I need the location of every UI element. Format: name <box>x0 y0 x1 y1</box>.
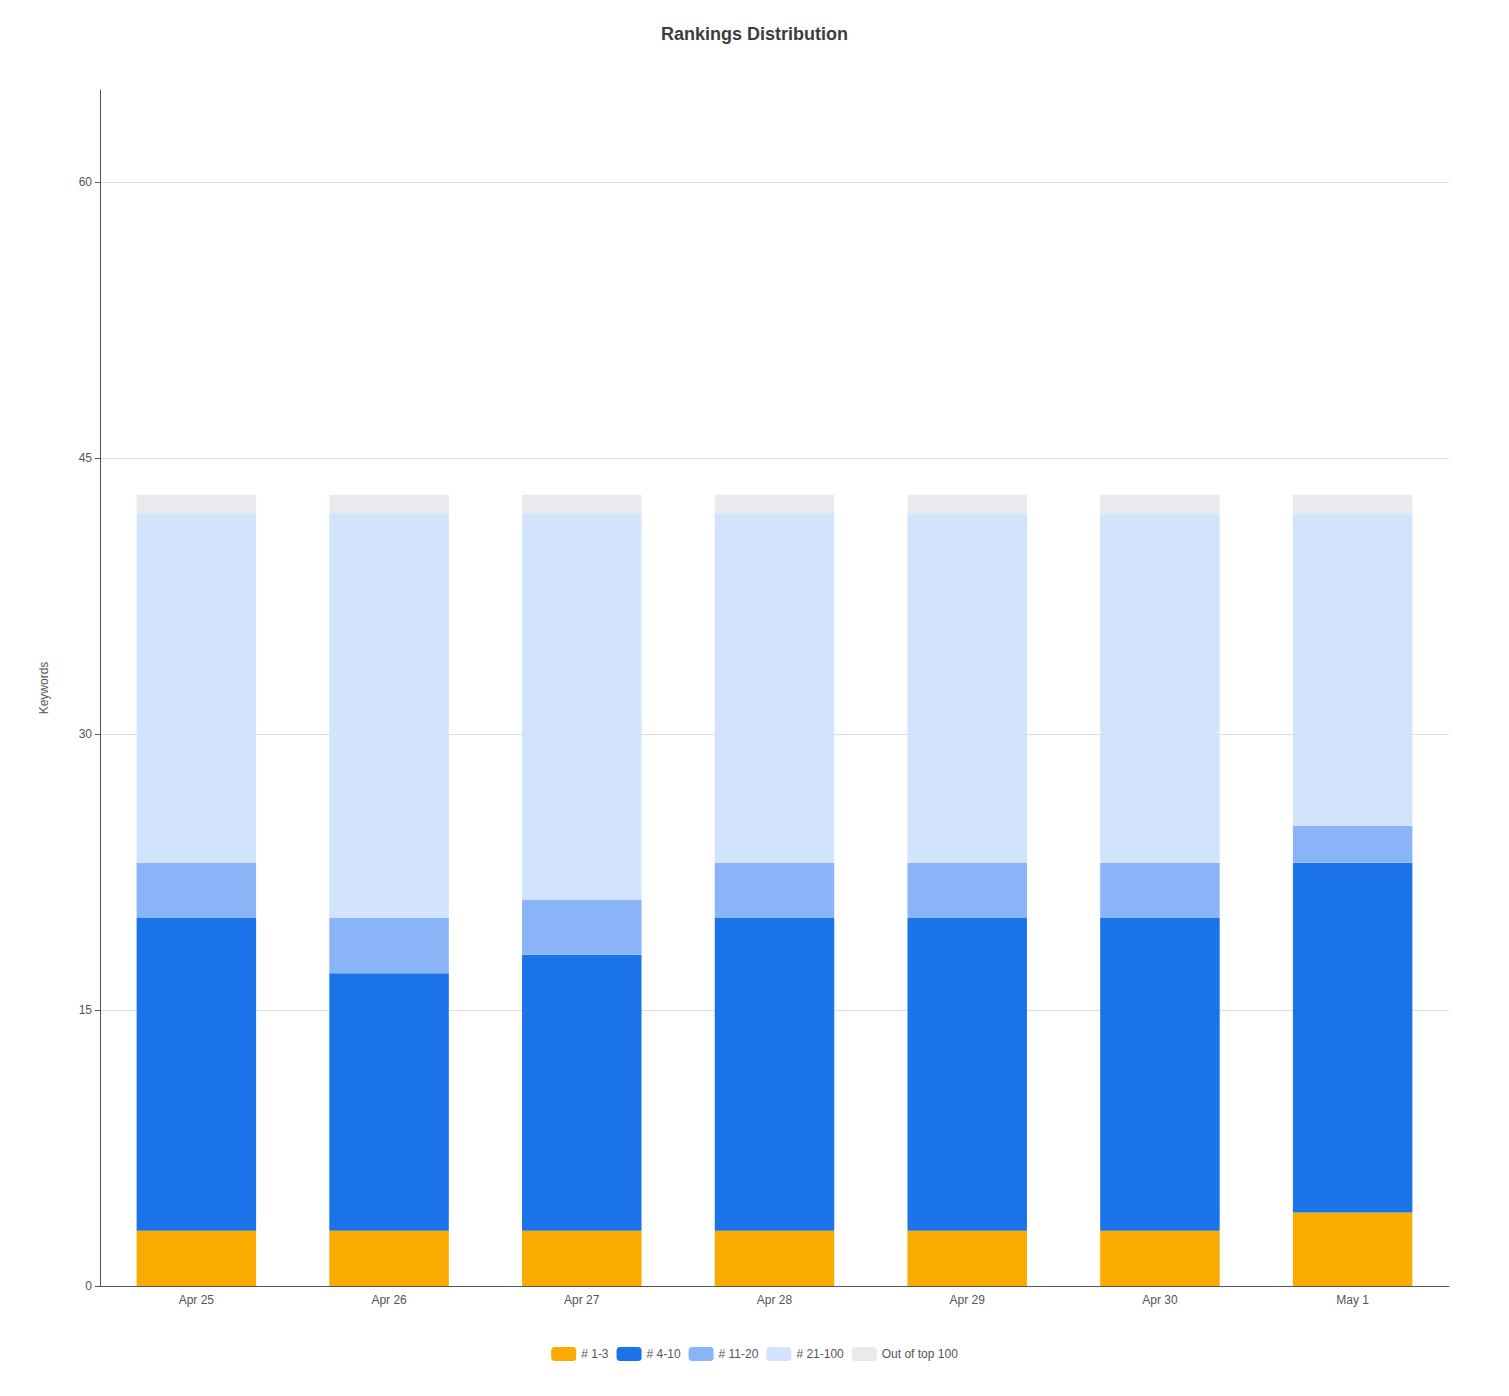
svg-text:45: 45 <box>79 451 93 465</box>
svg-text:0: 0 <box>85 1279 92 1293</box>
svg-text:Apr 30: Apr 30 <box>1142 1293 1178 1307</box>
svg-text:60: 60 <box>79 175 93 189</box>
svg-text:Apr 29: Apr 29 <box>950 1293 986 1307</box>
svg-text:# 11-20: # 11-20 <box>719 1347 759 1361</box>
svg-text:Apr 25: Apr 25 <box>179 1293 215 1307</box>
svg-text:Apr 28: Apr 28 <box>757 1293 793 1307</box>
svg-text:May 1: May 1 <box>1336 1293 1369 1307</box>
svg-text:30: 30 <box>79 727 93 741</box>
svg-text:Keywords: Keywords <box>37 662 51 715</box>
svg-text:Rankings Distribution: Rankings Distribution <box>661 24 848 44</box>
svg-text:Apr 27: Apr 27 <box>564 1293 600 1307</box>
svg-text:15: 15 <box>79 1003 93 1017</box>
svg-text:# 1-3: # 1-3 <box>581 1347 609 1361</box>
svg-text:# 4-10: # 4-10 <box>647 1347 681 1361</box>
svg-text:# 21-100: # 21-100 <box>796 1347 844 1361</box>
svg-text:Out of top 100: Out of top 100 <box>882 1347 958 1361</box>
svg-text:Apr 26: Apr 26 <box>371 1293 407 1307</box>
